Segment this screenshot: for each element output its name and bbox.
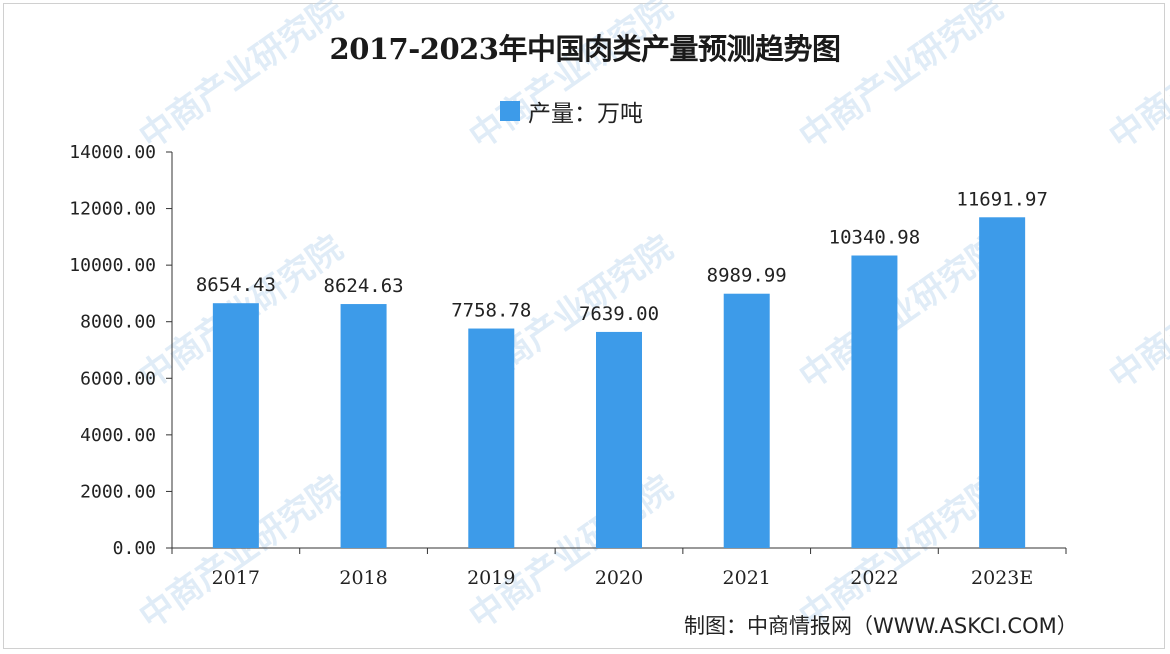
data-label: 10340.98 [829, 226, 921, 248]
watermark-text: 中商产业研究院 [792, 228, 1010, 397]
bar [468, 328, 515, 548]
legend-label: 产量：万吨 [528, 101, 643, 127]
bar [596, 331, 642, 548]
y-tick-label: 6000.00 [80, 368, 156, 389]
x-tick-label: 2019 [467, 567, 515, 589]
data-label: 7758.78 [451, 300, 531, 322]
chart-title: 2017-2023年中国肉类产量预测趋势图 [329, 32, 841, 66]
y-tick-label: 10000.00 [69, 255, 156, 276]
bar [340, 304, 387, 548]
watermark-text: 中商产业研究院 [1102, 228, 1170, 397]
watermark-text: 中商产业研究院 [132, 0, 350, 157]
x-tick-label: 2022 [850, 567, 898, 589]
data-label: 8989.99 [707, 265, 787, 287]
y-tick-label: 4000.00 [80, 425, 156, 446]
x-tick-label: 2018 [339, 567, 387, 589]
data-label: 8624.63 [324, 275, 404, 297]
bar [212, 303, 259, 548]
bar [723, 293, 770, 548]
legend-swatch [500, 101, 520, 121]
bar-series: 8654.43 8624.63 7758.78 7639.00 8989.99 10340… [196, 188, 1048, 549]
y-tick-label: 8000.00 [80, 312, 156, 333]
watermark-text: 中商产业研究院 [1102, 0, 1170, 157]
x-tick-label: 2023E [971, 567, 1033, 589]
x-tick-label: 2020 [595, 567, 643, 589]
watermark-text: 中商产业研究院 [792, 0, 1010, 157]
y-tick-label: 2000.00 [80, 481, 156, 502]
data-label: 8654.43 [196, 274, 276, 296]
data-label: 7639.00 [579, 303, 659, 325]
x-tick-label: 2021 [723, 567, 771, 589]
y-axis: 0.00 2000.00 4000.00 6000.00 8000.00 10000.00… [69, 142, 173, 559]
legend: 产量：万吨 [500, 96, 643, 127]
y-tick-label: 14000.00 [69, 142, 156, 163]
source-note: 制图：中商情报网（WWW.ASKCI.COM） [684, 614, 1078, 638]
bar [851, 255, 898, 549]
y-tick-label: 0.00 [113, 538, 156, 559]
data-label: 11691.97 [956, 188, 1048, 210]
bar [979, 217, 1026, 548]
x-tick-label: 2017 [212, 567, 260, 589]
y-tick-label: 12000.00 [69, 199, 156, 220]
chart-frame [3, 3, 1165, 649]
watermark-text: 中商产业研究院 [462, 0, 680, 157]
